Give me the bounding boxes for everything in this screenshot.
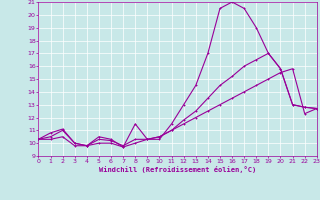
X-axis label: Windchill (Refroidissement éolien,°C): Windchill (Refroidissement éolien,°C) (99, 166, 256, 173)
